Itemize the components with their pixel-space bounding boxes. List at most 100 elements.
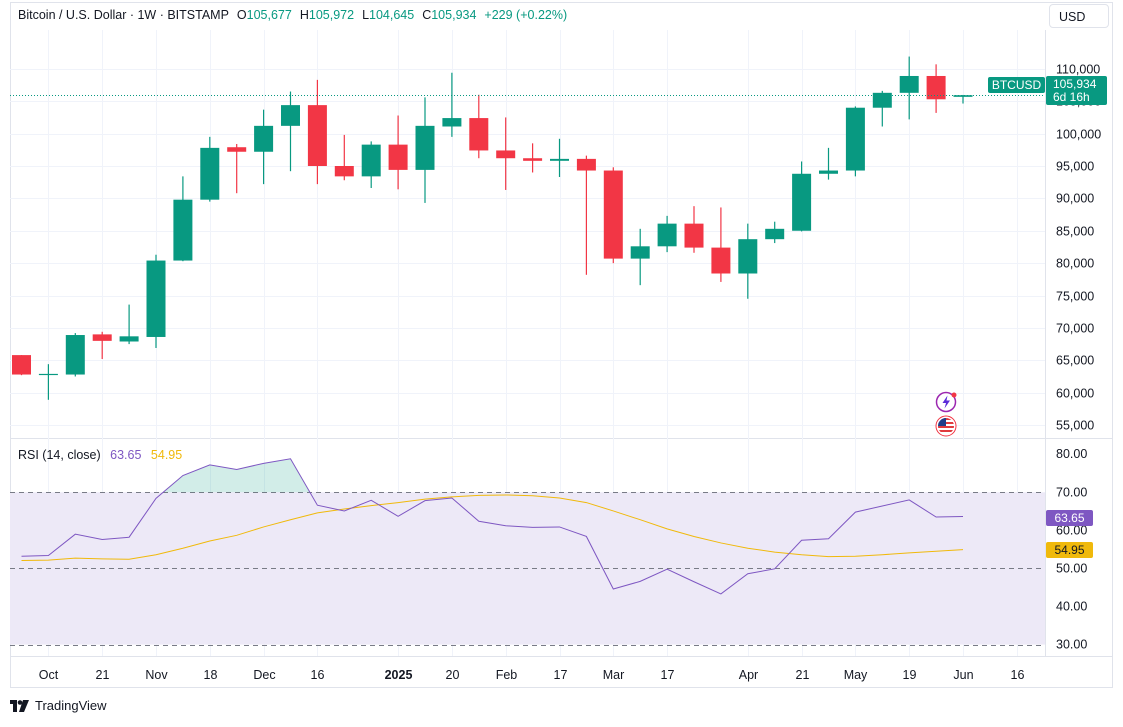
time-tick-label: 16 (311, 668, 325, 682)
candle-body (92, 334, 112, 341)
candle-body (415, 125, 435, 170)
candle-body (872, 92, 892, 108)
rsi-legend[interactable]: RSI (14, close) 63.65 54.95 (18, 448, 182, 462)
candle-body (765, 228, 785, 240)
ticker-badge (988, 77, 1045, 93)
time-tick-label: 17 (554, 668, 568, 682)
tradingview-footer[interactable]: TradingView (10, 698, 107, 713)
price-tick-label: 75,000 (1056, 290, 1094, 304)
rsi-overbought-fill (163, 458, 310, 493)
price-tick-label: 95,000 (1056, 160, 1094, 174)
candle (953, 94, 973, 104)
candle-body (523, 158, 543, 161)
candle-body (496, 150, 516, 159)
candle-body (334, 166, 354, 177)
rsi-ma-badge-label: 54.95 (1054, 543, 1084, 557)
rsi-tick-label: 30.00 (1056, 638, 1087, 652)
candle (281, 91, 300, 172)
rsi-tick-label: 40.00 (1056, 600, 1087, 614)
countdown-label: 6d 16h (1053, 90, 1090, 104)
time-tick-label: 19 (903, 668, 917, 682)
candle-body (227, 147, 247, 152)
candle (227, 143, 247, 194)
time-tick-label: Nov (145, 668, 168, 682)
rsi-title: RSI (14, close) (18, 448, 101, 462)
candle (12, 355, 31, 376)
time-tick-label: Dec (253, 668, 275, 682)
brand-name: TradingView (35, 698, 107, 713)
price-tick-label: 70,000 (1056, 322, 1094, 336)
time-axis[interactable]: Oct 21 Nov 18 Dec 16 2025 20 Feb 17 Mar 17 Apr 21 May 1… (39, 668, 1025, 682)
candle (738, 223, 758, 299)
rsi-tick-label: 70.00 (1056, 485, 1087, 499)
candle (845, 106, 865, 177)
candle-body (200, 147, 220, 200)
candle-body (12, 355, 31, 375)
price-badge (1046, 76, 1107, 105)
candle (523, 143, 543, 173)
rsi-value-badge (1046, 510, 1093, 526)
rsi-ma-badge (1046, 542, 1093, 558)
price-tick-label: 55,000 (1056, 419, 1094, 433)
high-label: H (299, 8, 309, 22)
candle (819, 147, 838, 180)
lightning-icon[interactable] (935, 391, 957, 413)
candle-body (65, 335, 85, 375)
rsi-value-badge-label: 63.65 (1054, 511, 1084, 525)
time-tick-label: 16 (1011, 668, 1025, 682)
time-tick-label: 20 (446, 668, 460, 682)
candle (92, 331, 112, 359)
time-tick-label: 21 (96, 668, 110, 682)
rsi-tick-label: 50.00 (1056, 561, 1087, 575)
candle (792, 161, 812, 232)
candle-body (442, 118, 462, 127)
open-value: 105,677 (246, 8, 292, 22)
rsi-axis[interactable]: 80.00 70.00 60.00 50.00 40.00 30.00 (1056, 447, 1087, 651)
candle (765, 221, 785, 244)
candle (146, 254, 166, 348)
price-tick-label: 80,000 (1056, 257, 1094, 271)
candle-body (307, 105, 327, 166)
rsi-tick-label: 60.00 (1056, 523, 1087, 537)
candle-body (684, 223, 704, 248)
low-value: 104,645 (369, 8, 415, 22)
candle-body (146, 260, 166, 337)
candle (684, 206, 704, 253)
candle-body (953, 95, 973, 97)
rsi-tick-label: 80.00 (1056, 447, 1087, 461)
time-tick-label: 18 (204, 668, 218, 682)
time-tick-label: Jun (953, 668, 973, 682)
candle-body (711, 247, 731, 274)
currency-button[interactable]: USD (1049, 4, 1109, 28)
price-tick-label: 85,000 (1056, 225, 1094, 239)
rsi-ma-line (21, 494, 964, 561)
candle-body (254, 125, 274, 152)
us-flag-icon[interactable] (935, 415, 957, 437)
price-tick-label: 65,000 (1056, 354, 1094, 368)
candle-body (899, 75, 919, 93)
candle (173, 176, 193, 262)
candle (711, 207, 731, 282)
price-axis[interactable]: 110,000105,000100,00095,00090,00085,0008… (1056, 63, 1101, 433)
candle (415, 97, 435, 203)
candle-body (738, 239, 758, 274)
candle-body (119, 336, 139, 342)
candle-body (792, 173, 812, 231)
close-value: 105,934 (431, 8, 477, 22)
candle-body (173, 199, 193, 261)
rsi-band (10, 492, 1045, 646)
high-value: 105,972 (308, 8, 355, 22)
time-tick-label: 2025 (385, 668, 413, 682)
change-value: +229 (+0.22%) (484, 8, 568, 22)
candle (576, 155, 596, 275)
tradingview-logo-icon (10, 699, 29, 712)
low-label: L (362, 8, 370, 22)
candle (254, 109, 274, 185)
rsi-value-badges: 63.65 54.95 (1046, 510, 1093, 558)
candle-body (603, 170, 623, 259)
candle (872, 90, 892, 127)
time-tick-label: Oct (39, 668, 59, 682)
